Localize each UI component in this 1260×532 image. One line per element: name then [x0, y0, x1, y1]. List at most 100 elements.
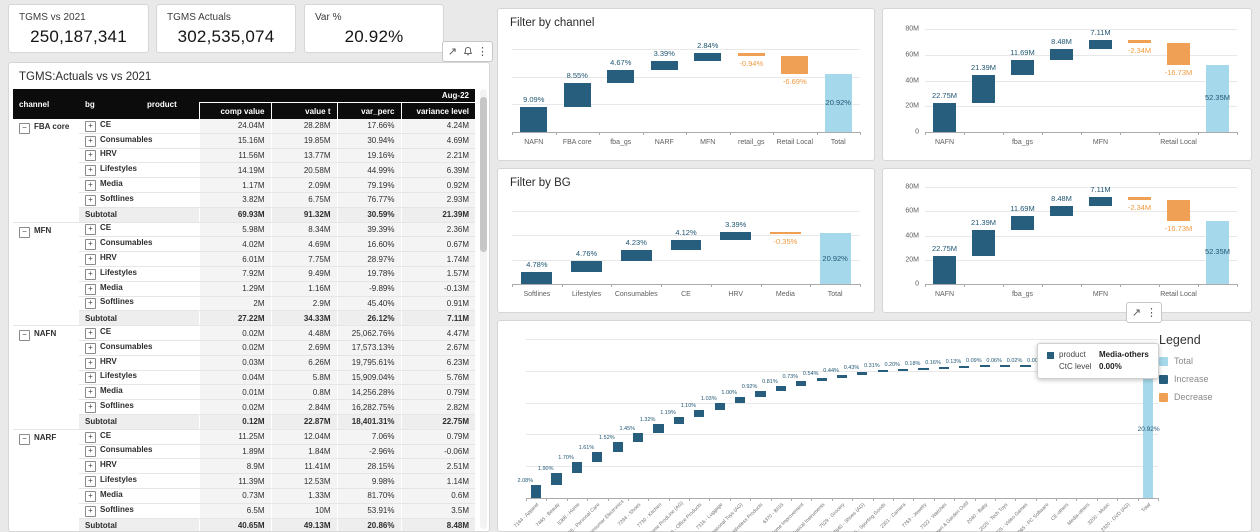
expand-icon[interactable]: + — [85, 328, 96, 340]
waterfall-bar-7565---personal-care[interactable] — [592, 451, 603, 462]
waterfall-bar-fba-core[interactable] — [563, 83, 591, 107]
expand-icon[interactable]: + — [85, 490, 96, 502]
waterfall-bar-fba-core[interactable] — [971, 230, 996, 257]
collapse-icon[interactable]: − — [19, 123, 30, 134]
collapse-icon[interactable]: − — [19, 433, 30, 445]
waterfall-bar-7164---apparel[interactable] — [531, 484, 542, 498]
waterfall-bar-softlines[interactable] — [521, 272, 553, 284]
waterfall-bar-narf[interactable] — [1049, 49, 1074, 61]
expand-icon[interactable]: + — [85, 372, 96, 384]
subtotal-value-cell: 91.32M — [270, 207, 337, 223]
expand-icon[interactable]: + — [85, 342, 96, 354]
expand-icon[interactable]: + — [85, 505, 96, 517]
waterfall-bar-fba_gs[interactable] — [607, 70, 635, 84]
waterfall-bar-total[interactable] — [824, 74, 852, 132]
waterfall-bar-7332---lawn-&-garden-outd[interactable] — [959, 366, 970, 369]
waterfall-bar-7965---consumer-electronics[interactable] — [612, 441, 623, 452]
waterfall-bar-nafn[interactable] — [520, 106, 548, 132]
expand-icon[interactable]: + — [85, 431, 96, 443]
legend-item-total[interactable]: Total — [1159, 356, 1241, 366]
waterfall-bar-retail-local[interactable] — [781, 55, 809, 75]
waterfall-bar-ce[interactable] — [670, 240, 702, 251]
waterfall-bar-nafn[interactable] — [932, 102, 957, 132]
expand-icon[interactable]: + — [85, 180, 96, 192]
expand-icon[interactable]: + — [85, 150, 96, 162]
waterfall-bar-retail-local[interactable] — [1166, 43, 1191, 65]
waterfall-bar-7271---home-improvement[interactable] — [796, 381, 807, 386]
waterfall-bar-consumables[interactable] — [620, 250, 652, 261]
waterfall-bar-7465---beauty[interactable] — [551, 472, 562, 485]
legend-item-increase[interactable]: Increase — [1159, 374, 1241, 384]
waterfall-bar-narf[interactable] — [650, 60, 678, 71]
waterfall-bar-7730---kitchen[interactable] — [653, 424, 664, 433]
expand-icon[interactable]: + — [85, 120, 96, 132]
waterfall-bar-fba-core[interactable] — [971, 75, 996, 103]
waterfall-bar-7925---musical-instruments[interactable] — [816, 377, 827, 382]
waterfall-bar-total[interactable] — [1205, 64, 1230, 132]
waterfall-bar-7940---shoes-(ag)[interactable] — [857, 372, 868, 375]
waterfall-bar-total[interactable] — [1205, 220, 1230, 284]
x-axis-label: Lifestyles — [571, 291, 602, 298]
expand-icon[interactable]: + — [85, 446, 96, 458]
waterfall-bar-lifestyles[interactable] — [571, 260, 602, 273]
waterfall-bar-7310---office-products[interactable] — [694, 409, 705, 417]
waterfall-bar-7316---luggage[interactable] — [714, 403, 725, 410]
waterfall-bar-nafn[interactable] — [932, 256, 957, 284]
waterfall-bar-5368---home[interactable] — [571, 461, 583, 473]
waterfall-bar-7291---home-prodline-(ag)[interactable] — [673, 416, 684, 425]
waterfall-bar-6325---video-games[interactable] — [1020, 364, 1031, 367]
bg-label: Media — [100, 489, 123, 499]
waterfall-bar-fba_gs[interactable] — [1010, 60, 1035, 76]
menu-dots-icon[interactable]: ⋮ — [1146, 307, 1157, 319]
collapse-icon[interactable]: − — [19, 330, 30, 342]
waterfall-bar-mfn[interactable] — [1088, 40, 1113, 50]
waterfall-bar-7385---sporting-goods[interactable] — [877, 370, 888, 373]
waterfall-bar-narf[interactable] — [1049, 206, 1074, 217]
menu-dots-icon[interactable]: ⋮ — [477, 46, 488, 58]
expand-visual-icon[interactable]: ↗ — [1131, 307, 1142, 319]
waterfall-bar-7294---shoes[interactable] — [633, 432, 644, 442]
waterfall-bar-total[interactable] — [819, 233, 851, 284]
bg-label: Consumables — [100, 445, 153, 455]
waterfall-bar-retail_gs[interactable] — [737, 53, 765, 56]
expand-icon[interactable]: + — [85, 298, 96, 310]
expand-icon[interactable]: + — [85, 283, 96, 295]
waterfall-bar-7763---jewelry[interactable] — [918, 367, 929, 370]
waterfall-bar-retail_gs[interactable] — [1127, 197, 1152, 201]
collapse-icon[interactable]: − — [19, 226, 30, 238]
waterfall-bar-2025---tech-toys[interactable] — [1000, 365, 1011, 368]
bg-cell: + Media — [79, 384, 199, 401]
waterfall-bar-hrv[interactable] — [720, 232, 752, 241]
expand-icon[interactable]: + — [85, 402, 96, 414]
table-scrollbar-thumb[interactable] — [480, 97, 487, 252]
expand-icon[interactable]: + — [85, 239, 96, 251]
waterfall-bar-media[interactable] — [770, 232, 801, 235]
expand-icon[interactable]: + — [85, 387, 96, 399]
waterfall-bar-retail-local[interactable] — [1166, 200, 1191, 221]
waterfall-bar-2301---camera[interactable] — [898, 369, 909, 372]
expand-icon[interactable]: + — [85, 194, 96, 206]
expand-icon[interactable]: + — [85, 461, 96, 473]
waterfall-bar-7920---wireless-products[interactable] — [755, 391, 766, 397]
alert-bell-icon[interactable] — [460, 43, 475, 60]
expand-icon[interactable]: + — [85, 165, 96, 177]
expand-icon[interactable]: + — [85, 476, 96, 488]
waterfall-bar-2040---baby[interactable] — [979, 365, 990, 368]
waterfall-bar-mfn[interactable] — [694, 53, 722, 61]
waterfall-bar-7322---watches[interactable] — [938, 366, 950, 369]
waterfall-bar-total[interactable] — [1142, 364, 1153, 498]
legend-item-decrease[interactable]: Decrease — [1159, 392, 1241, 402]
table-scrollbar-track[interactable] — [480, 89, 487, 529]
expand-icon[interactable]: + — [85, 135, 96, 147]
expand-visual-icon[interactable]: ↗ — [447, 46, 458, 58]
waterfall-bar-mfn[interactable] — [1088, 197, 1113, 206]
expand-icon[interactable]: + — [85, 268, 96, 280]
waterfall-bar-7380---seasonal-toys-(ag)[interactable] — [734, 396, 746, 404]
expand-icon[interactable]: + — [85, 224, 96, 236]
waterfall-bar-fba_gs[interactable] — [1010, 216, 1035, 231]
waterfall-bar-retail_gs[interactable] — [1127, 40, 1152, 44]
waterfall-bar-6370---biss[interactable] — [775, 385, 786, 391]
waterfall-bar-7529---grocery[interactable] — [836, 374, 848, 378]
expand-icon[interactable]: + — [85, 357, 96, 369]
expand-icon[interactable]: + — [85, 254, 96, 266]
